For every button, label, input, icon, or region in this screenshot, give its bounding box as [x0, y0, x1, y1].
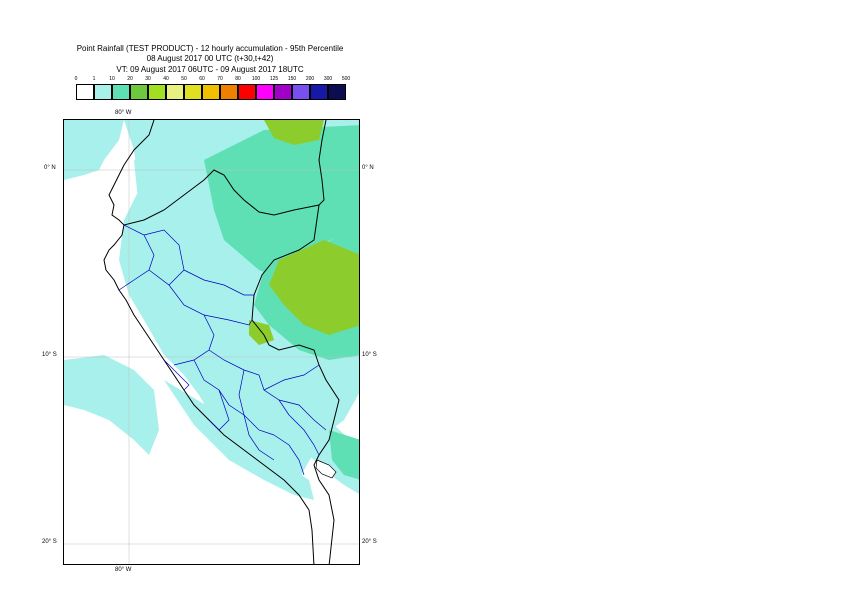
legend-threshold-label: 1	[92, 76, 96, 82]
legend-threshold-label: 500	[341, 76, 351, 82]
longitude-label-top: 80° W	[115, 110, 132, 116]
rain-area-west-strip	[134, 160, 164, 240]
legend-threshold-label: 20	[127, 76, 133, 82]
legend-threshold-label: 125	[269, 76, 279, 82]
legend-color-swatch	[166, 84, 184, 100]
latitude-label-10-right: 10° S	[362, 352, 377, 358]
longitude-label-bottom: 80° W	[115, 567, 132, 573]
legend-threshold-label: 0	[74, 76, 78, 82]
legend-color-swatch	[292, 84, 310, 100]
legend-threshold-label: 80	[235, 76, 241, 82]
legend-threshold-label: 60	[199, 76, 205, 82]
map-title: Point Rainfall (TEST PRODUCT) - 12 hourl…	[76, 44, 344, 53]
legend-color-swatch	[202, 84, 220, 100]
graticule	[64, 120, 359, 564]
legend-threshold-label: 50	[181, 76, 187, 82]
legend-color-swatch	[112, 84, 130, 100]
map-canvas	[64, 120, 359, 564]
lake-titicaca	[315, 459, 337, 479]
legend-threshold-label: 10	[109, 76, 115, 82]
latitude-label-10-left: 10° S	[42, 352, 57, 358]
legend-color-swatch	[148, 84, 166, 100]
latitude-label-20-left: 20° S	[42, 539, 57, 545]
rain-area-southeast	[329, 430, 359, 480]
rain-area-amazon-heavy	[269, 240, 359, 335]
legend-color-swatch	[130, 84, 148, 100]
legend-color-swatch	[328, 84, 346, 100]
region-borders	[118, 224, 327, 476]
legend-color-swatch	[238, 84, 256, 100]
heavy-rain-areas	[249, 120, 359, 345]
legend-threshold-label: 100	[251, 76, 261, 82]
peru-brazil-border	[251, 204, 340, 564]
latitude-label-0-left: 0° N	[44, 165, 56, 171]
rainfall-map	[63, 119, 360, 565]
forecast-run-label: 08 August 2017 00 UTC (t+30,t+42)	[146, 54, 274, 63]
legend-threshold-label: 30	[145, 76, 151, 82]
legend-color-swatch	[274, 84, 292, 100]
latitude-label-0-right: 0° N	[362, 165, 374, 171]
latitude-label-20-right: 20° S	[362, 539, 377, 545]
rain-area-offshore-south	[64, 355, 159, 455]
legend-color-swatch	[256, 84, 274, 100]
legend-threshold-label: 40	[163, 76, 169, 82]
legend-color-swatch	[220, 84, 238, 100]
rain-area-northwest	[64, 120, 124, 180]
rain-area-northeast-heavy	[264, 120, 324, 145]
legend-threshold-label: 200	[305, 76, 315, 82]
validity-time-label: VT: 09 August 2017 06UTC - 09 August 201…	[116, 65, 304, 74]
legend-color-swatch	[94, 84, 112, 100]
peru-ecuador-border	[123, 120, 327, 226]
legend-color-swatch	[76, 84, 94, 100]
legend-threshold-label: 70	[217, 76, 223, 82]
legend-threshold-label: 300	[323, 76, 333, 82]
legend-threshold-label: 150	[287, 76, 297, 82]
legend-color-swatch	[310, 84, 328, 100]
rain-area-amazon-north	[204, 125, 359, 280]
legend-color-swatch	[184, 84, 202, 100]
rain-area-coast	[164, 380, 314, 500]
